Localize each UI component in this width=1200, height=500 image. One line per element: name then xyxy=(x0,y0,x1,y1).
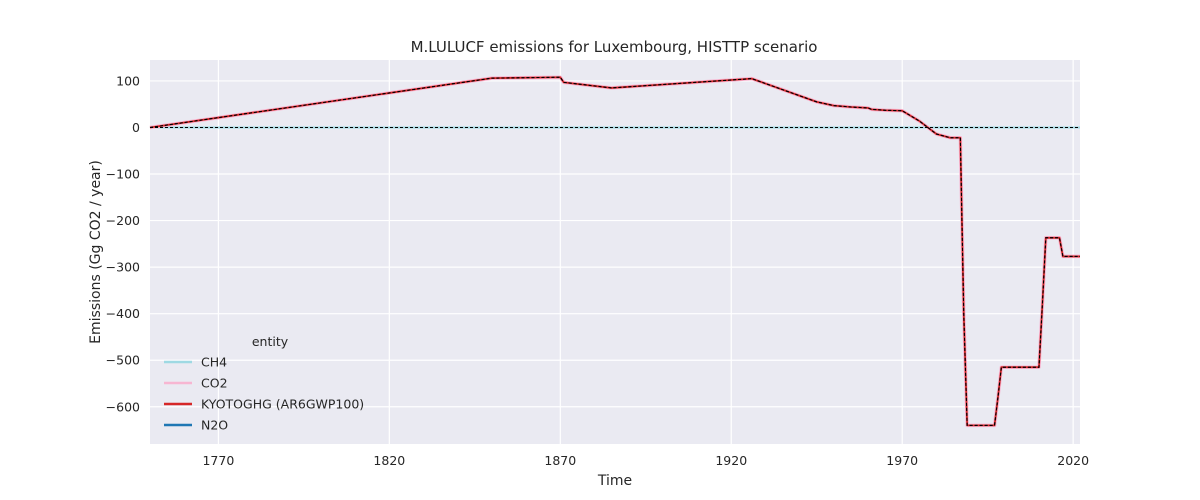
y-tick-label: −100 xyxy=(106,167,140,182)
y-tick-label: 100 xyxy=(116,73,140,88)
y-tick-label: −300 xyxy=(106,260,140,275)
x-tick-label: 1920 xyxy=(715,453,747,468)
grid xyxy=(150,60,1080,444)
legend-label-ch4: CH4 xyxy=(201,355,227,370)
legend-label-n2o: N2O xyxy=(201,418,228,433)
legend: entity CH4 CO2 KYOTOGHG (AR6GWP100) N2O xyxy=(164,334,364,433)
x-tick-label: 1870 xyxy=(544,453,576,468)
plot-area xyxy=(150,60,1080,444)
legend-label-kyotoghg-ar6gwp100: KYOTOGHG (AR6GWP100) xyxy=(201,397,364,412)
y-tick-label: −200 xyxy=(106,213,140,228)
y-tick-label: 0 xyxy=(132,120,140,135)
y-tick-label: −400 xyxy=(106,306,140,321)
y-tick-label: −500 xyxy=(106,353,140,368)
x-tick-label: 1970 xyxy=(886,453,918,468)
chart-title: M.LULUCF emissions for Luxembourg, HISTT… xyxy=(411,38,818,56)
series-lines xyxy=(149,75,1080,428)
x-tick-label: 1820 xyxy=(373,453,405,468)
series-overlay-kyotoghg-ar6gwp100 xyxy=(149,76,1080,426)
x-tick-label: 2020 xyxy=(1057,453,1089,468)
y-axis-label: Emissions (Gg CO2 / year) xyxy=(88,160,104,344)
legend-title: entity xyxy=(252,334,289,349)
x-tick-label: 1770 xyxy=(202,453,234,468)
legend-label-co2: CO2 xyxy=(201,376,228,391)
y-tick-label: −600 xyxy=(106,399,140,414)
x-axis-label: Time xyxy=(597,473,632,489)
x-axis-ticks: 1770 1820 1870 1920 1970 2020 xyxy=(202,453,1089,468)
y-axis-ticks: 100 0 −100 −200 −300 −400 −500 −600 xyxy=(106,73,140,414)
